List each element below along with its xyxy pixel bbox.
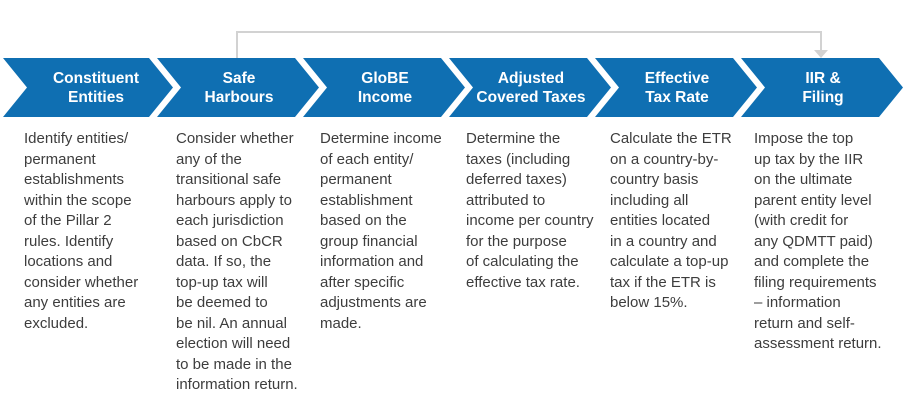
step-description-iir-filing: Impose the top up tax by the IIR on the … [754,130,882,352]
step-label: Constituent Entities [52,69,140,106]
chevron-step-safe-harbours: Safe Harbours [157,58,319,117]
connector-line-vertical-left [236,31,238,59]
step-description-adjusted-covered-taxes: Determine the taxes (including deferred … [466,130,594,291]
step-description-effective-tax-rate: Calculate the ETR on a country-by- count… [610,130,732,311]
step-description-constituent-entities: Identify entities/ permanent establishme… [24,130,139,332]
connector-line-horizontal [236,31,822,33]
step-label: GloBE Income [357,69,413,106]
step-label: Effective Tax Rate [644,69,710,106]
chevron-step-constituent-entities: Constituent Entities [3,58,173,117]
arrow-down-icon [814,50,828,58]
step-label: IIR & Filing [802,69,844,106]
connector-line-vertical-right [820,31,822,51]
chevron-step-effective-tax-rate: Effective Tax Rate [595,58,757,117]
step-label: Safe Harbours [204,69,274,106]
chevron-step-globe-income: GloBE Income [303,58,465,117]
step-description-globe-income: Determine income of each entity/ permane… [320,130,442,332]
chevron-step-iir-filing: IIR & Filing [741,58,903,117]
step-description-safe-harbours: Consider whether any of the transitional… [176,130,298,393]
chevron-step-adjusted-covered-taxes: Adjusted Covered Taxes [449,58,611,117]
step-label: Adjusted Covered Taxes [476,69,586,106]
